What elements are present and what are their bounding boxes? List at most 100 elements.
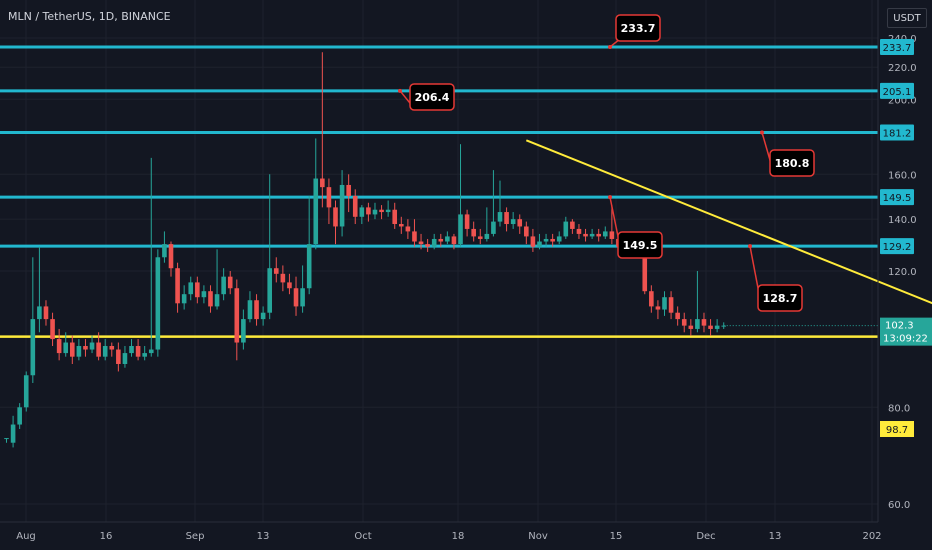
callout-label: 233.7 [621, 22, 656, 35]
candle-body [392, 209, 398, 225]
candle-body [425, 244, 430, 247]
candle-body [155, 257, 161, 350]
callout-label: 149.5 [623, 239, 658, 252]
level-price-label: 129.2 [883, 242, 912, 253]
candle-body [550, 238, 555, 242]
time-tick-label: 202 [862, 531, 881, 542]
candle-body [293, 288, 299, 307]
chart-grid [0, 0, 878, 522]
candle-body [556, 236, 562, 242]
candle-body [379, 209, 384, 213]
candle-body [50, 319, 55, 340]
candle-body [352, 195, 358, 217]
candle-body [287, 282, 292, 289]
candle-body [497, 212, 503, 222]
candle-body [116, 349, 121, 364]
candle-body [681, 319, 687, 326]
price-tick-label: 80.0 [888, 403, 910, 414]
candle-body [655, 306, 661, 310]
candle-body [721, 325, 727, 327]
candle-body [339, 184, 345, 227]
candle-body [247, 300, 253, 320]
candle-body [221, 276, 226, 295]
candle-body [418, 241, 424, 245]
candle-body [326, 187, 332, 208]
candle-body [227, 276, 233, 289]
price-tick-label: 220.0 [888, 63, 917, 74]
countdown-label: 13:09:22 [883, 334, 928, 345]
level-price-badge [880, 38, 914, 55]
descending-trendline [525, 139, 932, 305]
candle-body [477, 236, 483, 239]
callout-anchor [398, 88, 402, 93]
candle-body [168, 244, 174, 269]
candle-body [576, 228, 582, 234]
candle-body [708, 325, 713, 329]
candle-body [451, 236, 457, 245]
candle-body [280, 273, 286, 283]
candle-body [385, 209, 391, 213]
candle-body [510, 219, 516, 225]
level-price-label: 181.2 [883, 128, 912, 139]
candle-body [267, 268, 272, 313]
candle-body [43, 306, 49, 320]
candle-body [306, 244, 312, 289]
time-tick-label: Sep [186, 531, 205, 542]
price-tick-label: 200.0 [888, 95, 917, 106]
candle-body [241, 319, 246, 343]
candle-body [300, 288, 305, 307]
candle-body [333, 207, 338, 227]
callout-label: 180.8 [775, 157, 810, 170]
candle-body [537, 241, 542, 247]
time-tick-label: 16 [100, 531, 113, 542]
candle-body [662, 297, 667, 310]
candle-body [714, 325, 720, 329]
candle-body [346, 184, 351, 196]
currency-button[interactable]: USDT [887, 8, 927, 28]
candle-body [543, 238, 549, 242]
time-tick-label: 13 [257, 531, 270, 542]
candle-body [517, 219, 523, 227]
callout-anchor [608, 44, 612, 49]
time-tick-label: Dec [696, 531, 715, 542]
current-price-label: 102.3 [885, 321, 914, 332]
candle-body [602, 231, 608, 237]
candle-body [412, 231, 417, 242]
callout-box [615, 14, 661, 42]
candle-body [458, 214, 463, 245]
candle-body [491, 221, 496, 234]
candle-body [129, 346, 134, 354]
candle-body [649, 291, 654, 307]
level-price-badge [880, 82, 914, 99]
candle-body [260, 312, 266, 320]
candle-body [214, 294, 220, 307]
callout-box [409, 83, 455, 111]
candle-body [175, 268, 180, 304]
support-price-label: 98.7 [886, 425, 908, 436]
candle-body [17, 407, 22, 425]
callout-anchor [748, 244, 752, 249]
candle-body [63, 342, 69, 354]
candle-body [76, 346, 82, 357]
candle-body [201, 291, 207, 298]
candle-body [234, 288, 240, 343]
candle-body [320, 178, 325, 188]
level-price-label: 233.7 [883, 43, 912, 54]
candle-body [254, 300, 259, 320]
candle-body [589, 233, 595, 237]
candle-body [96, 342, 101, 357]
candle-body [583, 233, 588, 237]
current-price-badge [880, 317, 932, 346]
time-tick-label: 15 [610, 531, 623, 542]
candle-body [399, 224, 404, 227]
candle-body [438, 238, 444, 242]
candle-body [37, 306, 42, 320]
candle-body [181, 294, 187, 304]
candle-body [70, 342, 75, 357]
candle-body [471, 228, 476, 237]
candle-body [570, 221, 575, 229]
candle-body [23, 375, 29, 408]
candle-body [695, 319, 700, 329]
candle-body [524, 226, 529, 237]
